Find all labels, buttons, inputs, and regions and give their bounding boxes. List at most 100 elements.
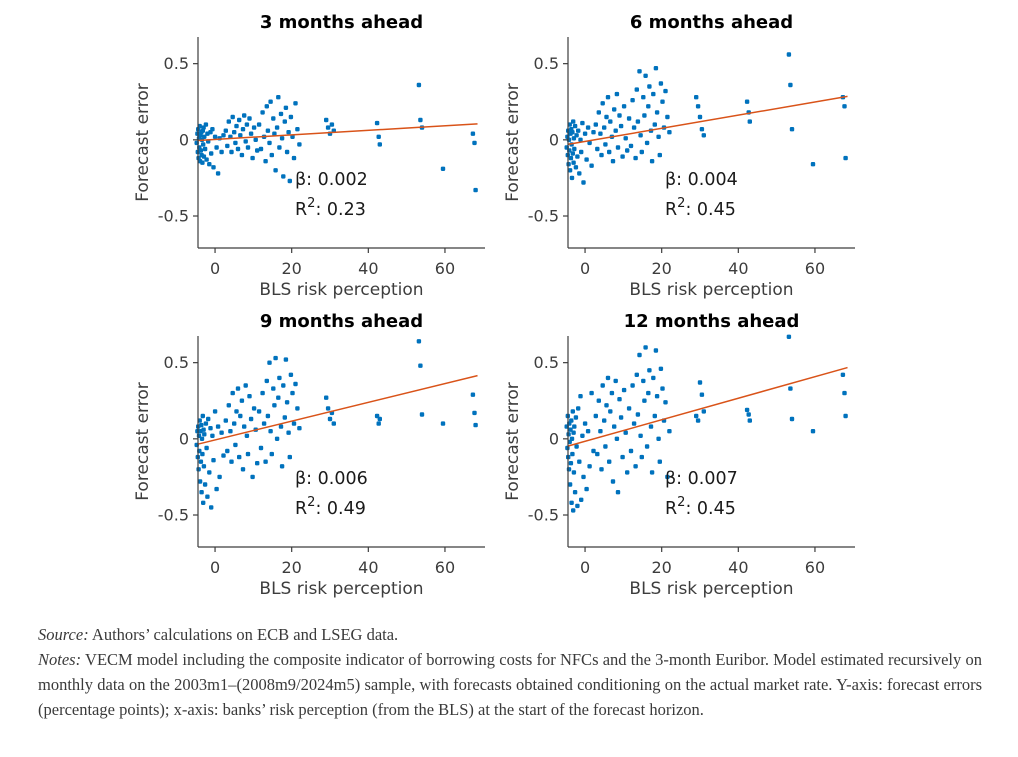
data-point — [694, 95, 699, 100]
data-point — [209, 151, 214, 156]
data-point — [416, 82, 422, 88]
data-point — [211, 458, 216, 463]
data-point — [603, 142, 608, 147]
data-point — [279, 136, 285, 141]
data-point — [247, 394, 252, 399]
data-point — [570, 409, 575, 414]
data-point — [240, 467, 246, 472]
x-tick-label: 20 — [282, 558, 302, 577]
figure-canvas: 3 months ahead 0 20 40 60 0.5 0 -0.5 BLS risk pe… — [133, 12, 855, 599]
data-point — [652, 122, 657, 127]
data-point — [268, 99, 273, 104]
data-point — [226, 119, 231, 124]
data-point — [649, 159, 655, 164]
data-point — [843, 413, 848, 419]
data-point — [577, 459, 582, 464]
y-axis-label: Forecast error — [133, 382, 153, 501]
panel-9-months: 9 months ahead 0 20 40 60 0.5 0 -0.5 BLS risk pe… — [133, 311, 485, 599]
data-point — [419, 412, 425, 417]
data-point — [638, 133, 643, 138]
data-point — [272, 403, 277, 408]
data-point — [210, 127, 215, 132]
data-point — [744, 407, 750, 413]
data-point — [649, 470, 655, 475]
data-point — [593, 413, 598, 419]
data-point — [237, 117, 242, 123]
data-point — [272, 131, 277, 136]
data-point — [652, 413, 657, 419]
data-point — [297, 426, 302, 431]
data-point — [701, 133, 706, 138]
data-point — [607, 149, 612, 155]
data-point — [219, 430, 224, 435]
data-point — [212, 134, 218, 139]
data-point — [215, 171, 221, 176]
beta-annotation: β: 0.006 — [295, 469, 368, 489]
data-point — [282, 415, 287, 420]
data-point — [576, 128, 581, 133]
data-point — [658, 366, 664, 371]
data-point — [646, 390, 651, 396]
data-point — [256, 409, 262, 414]
data-point — [201, 142, 206, 147]
data-point — [234, 123, 239, 129]
data-point — [575, 154, 580, 159]
data-point — [440, 166, 446, 171]
data-point — [568, 427, 573, 432]
data-point — [200, 160, 205, 165]
data-point — [578, 137, 583, 142]
data-point — [234, 409, 239, 414]
data-point — [244, 122, 250, 127]
panel-6-months: 6 months ahead 0 20 40 60 0.5 0 -0.5 BLS risk pe… — [503, 12, 855, 300]
data-point — [786, 334, 792, 339]
data-point — [641, 95, 646, 100]
data-point — [233, 442, 238, 448]
data-point — [202, 146, 208, 152]
data-point — [215, 424, 221, 429]
y-axis-label: Forecast error — [503, 382, 523, 501]
data-point — [656, 436, 661, 441]
data-point — [697, 114, 703, 120]
data-point — [699, 392, 705, 397]
data-point — [660, 386, 665, 391]
data-point — [658, 81, 664, 86]
data-point — [282, 119, 287, 124]
data-point — [288, 114, 294, 120]
data-point — [637, 352, 642, 358]
data-point — [641, 378, 646, 384]
data-point — [569, 436, 575, 441]
data-point — [225, 143, 230, 149]
data-point — [596, 110, 601, 115]
data-point — [623, 136, 628, 141]
data-point — [283, 105, 289, 110]
data-point — [571, 508, 576, 513]
data-point — [618, 415, 624, 420]
data-point — [245, 451, 251, 457]
data-point — [628, 448, 634, 454]
data-point — [202, 432, 207, 437]
data-point — [240, 127, 246, 132]
data-point — [651, 91, 656, 97]
data-point — [238, 413, 243, 419]
data-point — [571, 160, 576, 165]
y-tick-label: 0 — [549, 429, 559, 448]
x-axis-label: BLS risk perception — [629, 579, 793, 599]
data-point — [653, 66, 659, 71]
data-point — [263, 459, 268, 464]
data-point — [584, 157, 589, 162]
data-point — [325, 406, 331, 411]
data-point — [605, 95, 611, 100]
data-point — [203, 421, 209, 426]
data-point — [571, 470, 577, 475]
beta-annotation: β: 0.004 — [665, 170, 738, 190]
data-point — [585, 429, 591, 434]
data-point — [581, 474, 586, 480]
data-point — [197, 418, 202, 423]
data-point — [274, 125, 280, 130]
data-point — [575, 503, 580, 509]
data-point — [281, 383, 286, 388]
data-point — [230, 114, 235, 120]
data-point — [637, 69, 642, 74]
data-point — [574, 133, 579, 138]
data-point — [591, 448, 596, 454]
